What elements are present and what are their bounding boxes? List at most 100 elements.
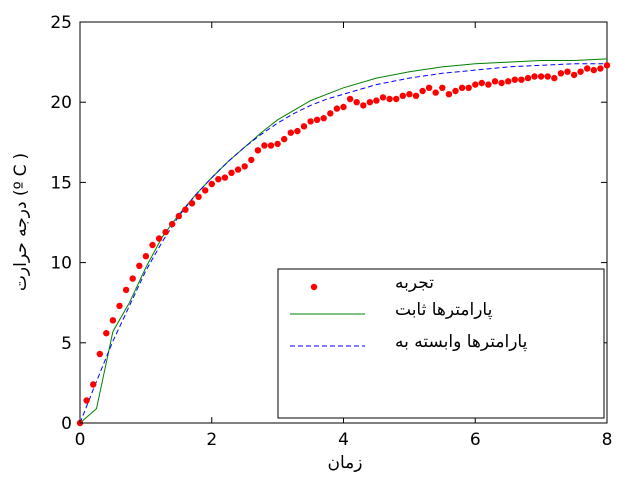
legend-label-experiment: تجربه	[395, 273, 434, 293]
data-point	[386, 95, 393, 103]
data-point	[432, 89, 439, 96]
y-tick-label: 15	[50, 173, 72, 193]
data-point	[136, 262, 143, 269]
data-point	[333, 105, 341, 112]
y-axis-label: درجه حرارت (ºC)	[11, 153, 31, 291]
data-point	[406, 91, 413, 98]
data-point	[505, 78, 512, 85]
data-point	[340, 103, 347, 111]
data-point	[366, 99, 374, 106]
data-point	[320, 115, 327, 122]
data-point	[399, 92, 406, 100]
chart-marks	[76, 58, 611, 427]
data-point	[419, 87, 426, 95]
data-point	[208, 180, 215, 188]
data-point	[577, 68, 584, 75]
data-point	[122, 286, 130, 294]
data-point	[564, 68, 571, 75]
data-point	[195, 193, 202, 200]
data-point	[281, 135, 288, 143]
x-axis-label: زمان	[328, 453, 363, 473]
data-point	[603, 62, 611, 69]
legend-label-constant: پارامترها ثابت	[395, 300, 493, 320]
data-point	[149, 241, 156, 249]
data-point	[254, 147, 262, 154]
data-point	[511, 76, 518, 83]
data-point	[458, 84, 466, 92]
y-tick-label: 25	[50, 13, 72, 33]
data-point	[116, 302, 123, 310]
y-tick-label: 20	[50, 93, 72, 113]
data-point	[202, 187, 209, 194]
data-point	[544, 73, 551, 80]
data-point	[103, 330, 110, 337]
y-tick-label: 10	[50, 254, 72, 274]
series-line-1	[79, 58, 608, 424]
data-point	[142, 253, 150, 260]
legend-label-dependent: پارامترها وابسته به	[395, 332, 528, 352]
data-point	[175, 212, 182, 220]
data-point	[307, 118, 314, 125]
data-point	[439, 84, 446, 92]
data-point	[215, 176, 222, 183]
data-point	[96, 350, 104, 358]
data-point	[360, 102, 367, 109]
data-point	[537, 73, 545, 80]
data-point	[597, 65, 604, 72]
data-point	[491, 78, 499, 85]
data-point	[90, 381, 97, 388]
data-point	[498, 79, 505, 87]
data-point	[445, 91, 453, 98]
data-point	[570, 71, 578, 79]
legend: تجربه پارامترها ثابت پارامترها وابسته به	[277, 268, 605, 419]
data-point	[412, 92, 420, 100]
data-point	[465, 84, 472, 92]
data-point	[287, 129, 294, 136]
data-point	[531, 73, 538, 80]
data-point	[83, 397, 90, 404]
data-point	[267, 142, 275, 149]
data-point	[373, 97, 380, 104]
series-line-2	[79, 63, 607, 424]
data-point	[327, 110, 334, 117]
x-tick-label: 6	[470, 430, 481, 450]
data-point	[241, 163, 248, 170]
data-point	[518, 76, 525, 83]
y-tick-label: 5	[61, 334, 72, 354]
data-point	[274, 140, 281, 148]
data-point	[425, 84, 433, 92]
data-point	[162, 228, 169, 236]
y-tick-label: 0	[61, 414, 72, 434]
data-point	[452, 87, 459, 95]
data-point	[313, 116, 321, 124]
data-point	[557, 70, 565, 77]
data-point	[300, 123, 308, 130]
data-point	[155, 235, 163, 242]
legend-marker-experiment	[310, 283, 318, 291]
data-point	[584, 65, 591, 72]
data-point	[221, 174, 229, 181]
data-point	[478, 79, 485, 87]
data-point	[524, 74, 532, 82]
x-tick-label: 2	[206, 430, 217, 450]
x-tick-label: 0	[75, 430, 86, 450]
data-point	[379, 94, 387, 101]
data-point	[129, 275, 136, 282]
data-point	[248, 156, 255, 164]
data-point	[472, 81, 479, 88]
data-point	[353, 99, 360, 106]
data-point	[294, 127, 301, 135]
data-point	[109, 317, 117, 324]
x-tick-label: 8	[602, 430, 613, 450]
data-point	[393, 95, 400, 103]
data-point	[261, 142, 268, 149]
data-point	[234, 166, 242, 173]
data-point	[188, 200, 196, 207]
data-point	[182, 206, 189, 213]
x-tick-label: 4	[338, 430, 349, 450]
data-point	[169, 220, 176, 228]
data-point	[228, 169, 235, 176]
legend-box	[277, 268, 605, 419]
data-point	[590, 66, 597, 74]
